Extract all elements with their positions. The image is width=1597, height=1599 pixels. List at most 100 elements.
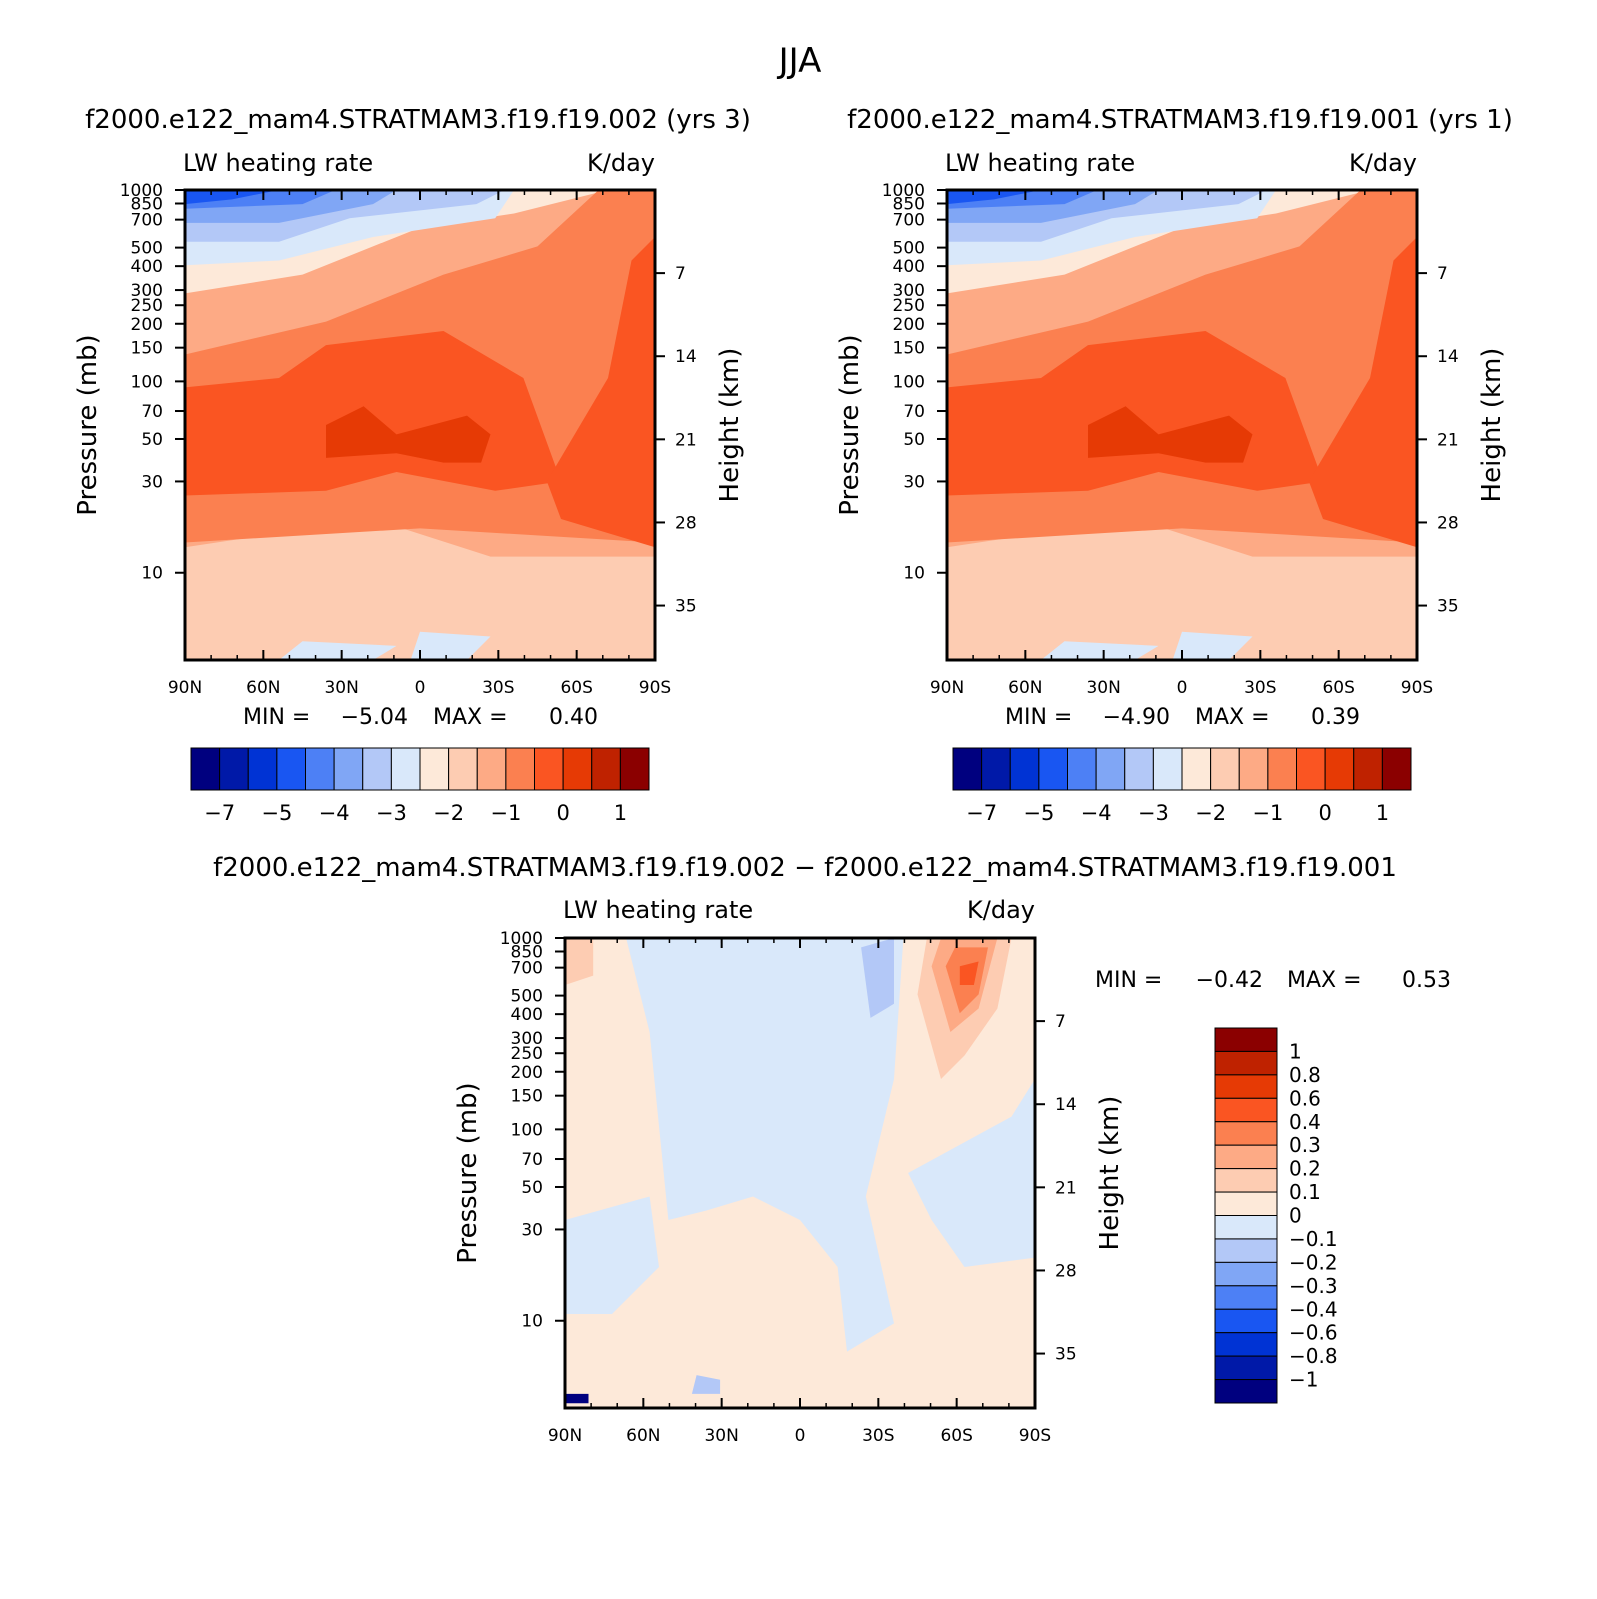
axis-ticks: 90N 60N 30N 0 30S 60S 90S103050701001502002503… [120, 181, 697, 698]
colorbar: 10.80.60.40.30.20.10−0.1−0.2−0.3−0.4−0.6… [1214, 1027, 1338, 1404]
contour-band [1088, 406, 1253, 463]
variable-label: LW heating rate [945, 149, 1135, 177]
y-right-tick-label: 14 [1437, 347, 1459, 367]
y-right-tick-label: 35 [675, 597, 697, 617]
y-axis-label: Pressure (mb) [453, 1082, 483, 1263]
colorbar-label: 0.6 [1289, 1086, 1321, 1110]
max-value: 0.40 [549, 705, 598, 730]
units-label: K/day [967, 896, 1035, 924]
y-tick-label: 50 [521, 1178, 543, 1198]
colorbar-box [562, 747, 593, 791]
y-tick-label: 400 [131, 257, 163, 277]
contour-band [626, 938, 904, 1352]
y-tick-label: 1000 [120, 181, 163, 201]
y-axis-label-right: Height (km) [715, 348, 745, 503]
x-tick-label: 30N [324, 678, 358, 698]
colorbar-box [247, 747, 278, 791]
y-right-tick-label: 14 [1055, 1095, 1077, 1115]
contour-field [565, 938, 1035, 1408]
case-title: f2000.e122_mam4.STRATMAM3.f19.f19.001 (y… [847, 105, 1513, 135]
colorbar-label: 1 [1289, 1039, 1302, 1063]
y-tick-label: 200 [131, 315, 163, 335]
y-tick-label: 30 [521, 1220, 543, 1240]
y-tick-label: 150 [893, 339, 925, 359]
colorbar-box [1152, 747, 1183, 791]
y-right-tick-label: 21 [1055, 1178, 1077, 1198]
y-tick-label: 70 [141, 402, 163, 422]
x-tick-label: 90S [1401, 678, 1433, 698]
y-axis-label: Pressure (mb) [835, 334, 865, 515]
panel-model-002: f2000.e122_mam4.STRATMAM3.f19.f19.002 (y… [73, 105, 751, 825]
colorbar-box [362, 747, 392, 791]
y-tick-label: 850 [893, 195, 925, 215]
y-right-tick-label: 21 [675, 430, 697, 450]
y-tick-label: 10 [141, 564, 163, 584]
y-tick-label: 500 [893, 239, 925, 259]
y-right-tick-label: 21 [1437, 430, 1459, 450]
y-tick-label: 30 [903, 472, 925, 492]
x-tick-label: 0 [1177, 678, 1188, 698]
y-axis-label-right: Height (km) [1477, 348, 1507, 503]
panel-model-001: f2000.e122_mam4.STRATMAM3.f19.f19.001 (y… [835, 105, 1513, 825]
contour-band [326, 406, 491, 463]
colorbar: −7 −5 −4 −3 −2 −1 0 1 [190, 747, 650, 825]
colorbar-box [1210, 747, 1240, 791]
y-tick-label: 500 [511, 987, 543, 1007]
min-label: MIN = [243, 705, 310, 730]
y-tick-label: 1000 [882, 181, 925, 201]
colorbar-label: −7 [966, 801, 997, 825]
page-title: JJA [777, 41, 822, 81]
y-right-tick-label: 28 [675, 513, 697, 533]
colorbar-label: 1 [614, 801, 627, 825]
colorbar-box [1214, 1144, 1278, 1170]
colorbar-box [1353, 747, 1383, 791]
colorbar-label: −3 [1138, 801, 1169, 825]
contour-band [1308, 237, 1417, 548]
y-tick-label: 400 [893, 257, 925, 277]
colorbar-box [534, 747, 564, 791]
x-tick-label: 90S [639, 678, 671, 698]
colorbar-box [1214, 1097, 1278, 1123]
colorbar-label: 0.2 [1289, 1157, 1321, 1181]
y-right-tick-label: 35 [1055, 1345, 1077, 1365]
y-tick-label: 300 [511, 1029, 543, 1049]
min-value: −0.42 [1196, 968, 1263, 993]
y-tick-label: 200 [893, 315, 925, 335]
colorbar: −7 −5 −4 −3 −2 −1 0 1 [952, 747, 1412, 825]
colorbar-box [505, 747, 535, 791]
y-axis-label-right: Height (km) [1095, 1096, 1125, 1251]
variable-label: LW heating rate [563, 896, 753, 924]
colorbar-label: −5 [261, 801, 292, 825]
colorbar-label: 0.1 [1289, 1180, 1321, 1204]
colorbar-box [1214, 1050, 1278, 1076]
colorbar-box [1214, 1355, 1278, 1381]
colorbar-box [1214, 1074, 1278, 1099]
colorbar-label: −2 [433, 801, 464, 825]
y-right-tick-label: 28 [1055, 1261, 1077, 1281]
contour-band [410, 631, 491, 660]
colorbar-label: 0.3 [1289, 1133, 1321, 1157]
y-tick-label: 200 [511, 1063, 543, 1083]
x-tick-label: 90N [930, 678, 964, 698]
x-tick-label: 90N [548, 1426, 582, 1446]
colorbar-box [1038, 747, 1068, 791]
axis-ticks: 90N 60N 30N 0 30S 60S 90S103050701001502002503… [882, 181, 1459, 698]
y-tick-label: 10 [903, 564, 925, 584]
y-tick-label: 10 [521, 1312, 543, 1332]
colorbar-box [1009, 747, 1040, 791]
variable-label: LW heating rate [183, 149, 373, 177]
y-tick-label: 400 [511, 1005, 543, 1025]
colorbar-box [1214, 1261, 1278, 1287]
colorbar-label: −4 [1081, 801, 1112, 825]
colorbar-box [981, 747, 1011, 791]
colorbar-box [1214, 1238, 1278, 1263]
colorbar-label: −3 [376, 801, 407, 825]
contour-band [565, 938, 594, 985]
colorbar-box [1214, 1191, 1278, 1216]
x-tick-label: 60N [1008, 678, 1042, 698]
contour-band [1172, 631, 1253, 660]
colorbar-box [219, 747, 249, 791]
colorbar-box [1095, 747, 1126, 791]
y-tick-label: 250 [511, 1044, 543, 1064]
